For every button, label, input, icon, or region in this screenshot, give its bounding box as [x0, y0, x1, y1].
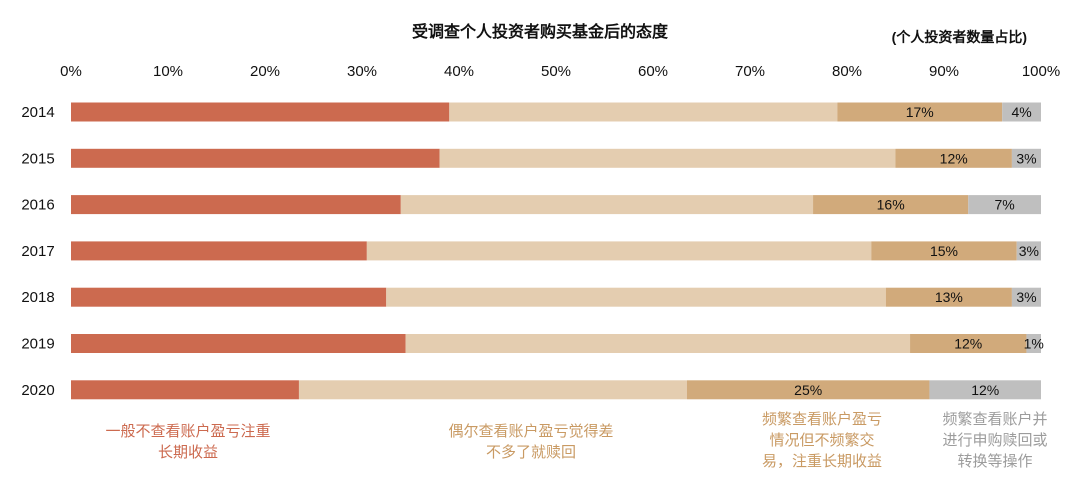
bar-segment	[895, 148, 1012, 168]
data-label: 12%	[954, 336, 982, 352]
x-tick-label: 30%	[347, 63, 377, 80]
bar-segment	[1026, 334, 1041, 353]
bar-segment	[968, 195, 1041, 215]
data-label: 3%	[1016, 289, 1036, 305]
x-tick-label: 90%	[929, 63, 959, 80]
y-category-label: 2018	[21, 289, 54, 306]
y-category-label: 2014	[21, 104, 54, 121]
legend-label-occasional: 偶尔查看账户盈亏觉得差 不多了就赎回	[448, 423, 614, 461]
bar-segment	[298, 380, 687, 400]
x-tick-label: 20%	[250, 63, 280, 80]
x-tick-label: 0%	[60, 63, 82, 80]
bar-segment	[449, 102, 838, 122]
y-category-label: 2015	[21, 150, 54, 167]
bar-segment	[686, 380, 930, 400]
bar-segment	[1002, 102, 1041, 122]
data-label: 4%	[1011, 104, 1031, 120]
bar-segment	[71, 102, 450, 122]
bar-segment	[366, 241, 872, 261]
bar-segment	[439, 148, 896, 168]
chart-title: 受调查个人投资者购买基金后的态度	[412, 22, 669, 41]
bar-segment	[71, 241, 367, 261]
legend-label-long-term: 一般不查看账户盈亏注重 长期收益	[105, 423, 271, 461]
x-tick-label: 80%	[832, 63, 862, 80]
bar-segment	[400, 195, 814, 215]
bar-segment	[386, 287, 886, 307]
data-label: 12%	[940, 150, 968, 166]
data-label: 3%	[1016, 150, 1036, 166]
data-label: 12%	[971, 382, 999, 398]
bar-segment	[837, 102, 1003, 122]
bar-segment	[813, 195, 969, 215]
data-label: 15%	[930, 243, 958, 259]
y-category-label: 2016	[21, 197, 54, 214]
data-label: 3%	[1019, 243, 1039, 259]
bar-segment	[405, 334, 911, 353]
legend-label-frequent-check: 频繁查看账户盈亏 情况但不频繁交 易，注重长期收益	[761, 411, 882, 470]
data-label: 13%	[935, 289, 963, 305]
bar-segment	[871, 241, 1017, 261]
x-tick-label: 50%	[541, 63, 571, 80]
x-tick-label: 100%	[1022, 63, 1060, 80]
y-category-label: 2019	[21, 336, 54, 353]
bar-segment	[910, 334, 1027, 353]
x-tick-label: 10%	[153, 63, 183, 80]
x-tick-label: 70%	[735, 63, 765, 80]
bar-segment	[71, 148, 440, 168]
data-label: 1%	[1024, 336, 1044, 352]
bar-segment	[71, 380, 299, 400]
bar-segment	[71, 334, 406, 353]
bar-segment	[1011, 287, 1041, 307]
x-tick-label: 60%	[638, 63, 668, 80]
y-category-label: 2017	[21, 243, 54, 260]
x-tick-label: 40%	[444, 63, 474, 80]
data-label: 16%	[877, 197, 905, 213]
bar-segment	[885, 287, 1012, 307]
data-label: 7%	[995, 197, 1015, 213]
legend-label-frequent-trade: 频繁查看账户并 进行申购赎回或 转换等操作	[942, 411, 1048, 470]
data-label: 25%	[794, 382, 822, 398]
bar-segment	[929, 380, 1041, 400]
bar-segment	[71, 195, 401, 215]
bar-segment	[71, 287, 387, 307]
y-category-label: 2020	[21, 382, 54, 399]
bar-segment	[1016, 241, 1041, 261]
bar-segment	[1011, 148, 1041, 168]
unit-note: (个人投资者数量占比)	[892, 29, 1027, 45]
data-label: 17%	[906, 104, 934, 120]
